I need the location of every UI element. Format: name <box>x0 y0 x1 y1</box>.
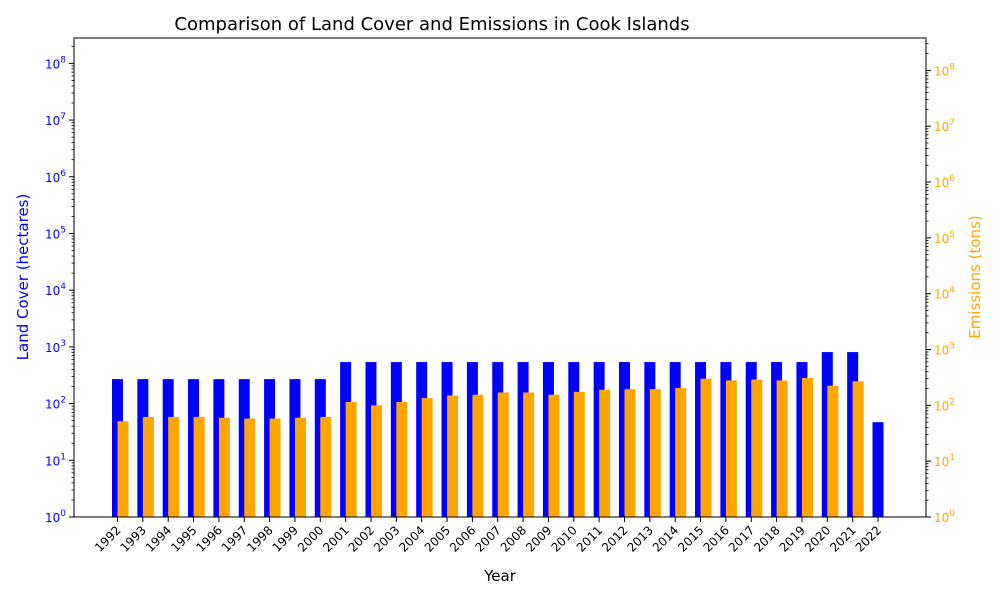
land-cover-bar-2022 <box>872 422 884 517</box>
emissions-bar-2021 <box>852 381 864 517</box>
right-axis-tick-label: 108 <box>934 62 955 78</box>
emissions-bar-1998 <box>269 418 281 517</box>
left-axis-ticks: 100 101 102 103 104 105 106 107 108 <box>45 45 74 525</box>
left-axis-tick-label: 101 <box>45 452 66 468</box>
emissions-bar-2000 <box>320 416 332 517</box>
left-axis-tick-label: 105 <box>45 225 66 241</box>
emissions-bar-2002 <box>371 405 382 517</box>
emissions-bar-2003 <box>396 401 408 517</box>
left-axis-tick-label: 107 <box>45 112 66 128</box>
emissions-bar-2011 <box>599 389 611 517</box>
emissions-bar-2008 <box>523 392 535 517</box>
emissions-bar-1992 <box>117 421 129 517</box>
left-axis-label: Land Cover (hectares) <box>14 194 32 361</box>
emissions-bar-2019 <box>801 377 813 517</box>
right-axis-tick-label: 107 <box>934 118 955 134</box>
plot-frame <box>73 37 927 518</box>
emissions-bar-1993 <box>142 416 154 517</box>
emissions-bar-2007 <box>497 392 509 517</box>
emissions-bar-2015 <box>700 378 712 517</box>
right-axis-tick-label: 105 <box>934 230 955 246</box>
emissions-bar-1996 <box>218 417 230 517</box>
left-axis-tick-label: 100 <box>45 509 66 525</box>
emissions-bar-1997 <box>244 418 256 517</box>
right-axis-tick-label: 102 <box>934 397 955 413</box>
emissions-bars <box>117 377 864 517</box>
emissions-bar-2006 <box>472 394 484 517</box>
left-axis-tick-label: 102 <box>45 396 66 412</box>
emissions-bar-2005 <box>447 395 459 517</box>
emissions-bar-2004 <box>421 398 433 517</box>
left-axis-tick-label: 104 <box>45 282 66 298</box>
right-axis-tick-label: 104 <box>934 286 955 302</box>
x-axis-label: Year <box>483 567 517 585</box>
emissions-bar-2016 <box>725 380 737 517</box>
right-axis-ticks: 100 101 102 103 104 105 106 107 108 <box>926 43 955 525</box>
right-axis-tick-label: 103 <box>934 342 955 358</box>
emissions-bar-2012 <box>624 389 636 517</box>
emissions-bar-1994 <box>168 416 180 517</box>
emissions-bar-2020 <box>827 385 839 517</box>
emissions-bar-2010 <box>573 391 585 517</box>
right-axis-tick-label: 100 <box>934 509 955 525</box>
emissions-bar-2017 <box>751 379 763 517</box>
left-axis-tick-label: 108 <box>45 55 66 71</box>
right-axis-tick-label: 101 <box>934 453 955 469</box>
right-axis-tick-label: 106 <box>934 174 955 190</box>
emissions-bar-2013 <box>649 389 661 517</box>
emissions-bar-2009 <box>548 394 560 517</box>
chart-title: Comparison of Land Cover and Emissions i… <box>174 14 689 35</box>
emissions-bar-2014 <box>675 387 687 517</box>
emissions-bar-1999 <box>294 417 306 517</box>
emissions-bar-2001 <box>345 401 357 517</box>
emissions-bar-1995 <box>193 416 205 517</box>
right-axis-label: Emissions (tons) <box>966 215 984 338</box>
left-axis-tick-label: 103 <box>45 339 66 355</box>
left-axis-tick-label: 106 <box>45 169 66 185</box>
emissions-bar-2018 <box>776 380 788 517</box>
